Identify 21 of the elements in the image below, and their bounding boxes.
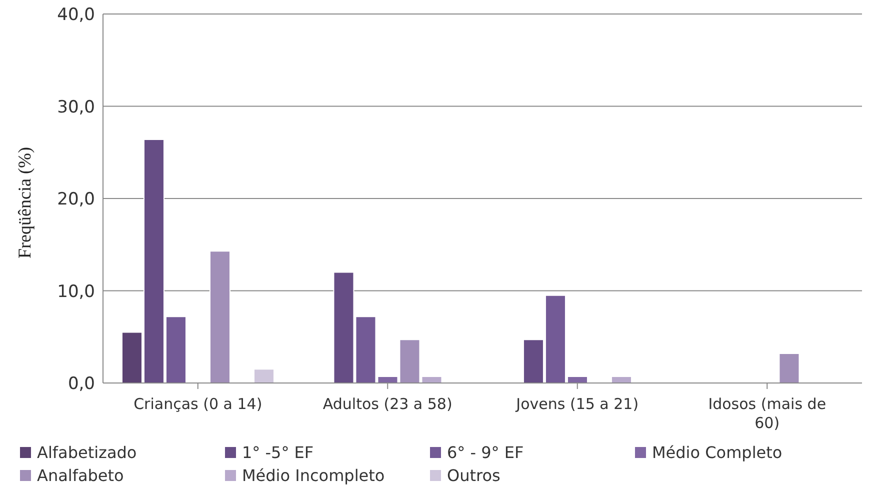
legend-label: Médio Completo bbox=[652, 443, 782, 462]
bar bbox=[253, 368, 274, 383]
bar bbox=[610, 376, 632, 383]
legend-label: Médio Incompleto bbox=[242, 466, 385, 485]
y-tick-label: 20,0 bbox=[57, 190, 95, 210]
legend-label: 6° - 9° EF bbox=[447, 443, 524, 462]
legend-label: 1° -5° EF bbox=[242, 443, 314, 462]
y-tick-label: 0,0 bbox=[68, 374, 95, 394]
bar bbox=[778, 352, 800, 383]
x-tick-label: Jovens (15 a 21) bbox=[515, 395, 639, 413]
x-tick-label: Crianças (0 a 14) bbox=[134, 395, 262, 413]
y-tick-label: 10,0 bbox=[57, 282, 95, 302]
y-tick-label: 30,0 bbox=[57, 97, 95, 118]
y-tick-label: 40,0 bbox=[57, 5, 95, 26]
bar bbox=[209, 250, 230, 383]
legend-label: Alfabetizado bbox=[37, 443, 137, 462]
x-tick-label: Adultos (23 a 58) bbox=[322, 395, 452, 413]
x-tick-label: Idosos (mais de 60) bbox=[708, 395, 826, 432]
legend-label: Outros bbox=[447, 466, 500, 485]
y-axis-title: Freqüência (%) bbox=[14, 147, 34, 258]
legend-label: Analfabeto bbox=[37, 466, 124, 485]
